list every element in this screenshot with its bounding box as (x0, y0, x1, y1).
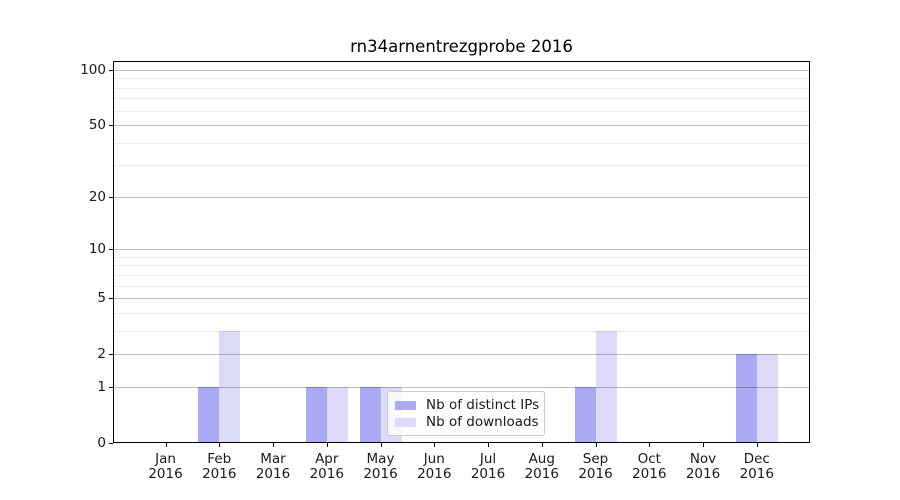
x-tick-mark (380, 443, 382, 447)
x-tick-mark (219, 443, 221, 447)
y-tick-label: 100 (80, 62, 106, 78)
x-tick-mark (326, 443, 328, 447)
legend-swatch-downloads (395, 417, 416, 427)
bar-distinct-ips-feb (198, 386, 220, 443)
gridline-major (113, 249, 810, 251)
x-tick-label: Jan 2016 (148, 451, 183, 482)
x-tick-label: Oct 2016 (632, 451, 667, 482)
y-tick-label: 1 (97, 378, 106, 395)
y-tick-label: 2 (97, 346, 106, 363)
bar-distinct-ips-sep (574, 386, 596, 443)
x-tick-mark (488, 443, 489, 447)
x-tick-mark (649, 443, 651, 447)
x-tick-label: Nov 2016 (685, 451, 721, 482)
bar-downloads-apr (326, 386, 348, 443)
gridline-major (113, 70, 810, 71)
legend-label-downloads: Nb of downloads (426, 414, 539, 430)
legend-entry-downloads: Nb of downloads (395, 414, 539, 430)
x-tick-label: Mar 2016 (255, 451, 291, 482)
x-tick-label: Aug 2016 (524, 451, 559, 482)
y-tick-label: 0 (97, 435, 106, 451)
x-tick-label: Feb 2016 (202, 451, 237, 482)
y-tick-mark (109, 354, 113, 356)
x-tick-mark (541, 443, 543, 447)
x-tick-label: Sep 2016 (578, 451, 613, 482)
x-tick-mark (756, 443, 758, 447)
chart-title: rn34arnentrezgprobe 2016 (350, 37, 573, 56)
gridline-minor (113, 110, 810, 112)
gridline-minor (113, 274, 810, 276)
gridline-minor (113, 265, 810, 267)
y-tick-label: 20 (88, 188, 106, 205)
y-tick-label: 5 (97, 290, 106, 307)
gridline-major (113, 386, 810, 388)
gridline-minor (113, 98, 810, 100)
y-tick-mark (109, 298, 113, 300)
y-tick-mark (109, 249, 113, 251)
y-tick-mark (109, 386, 113, 388)
x-tick-mark (703, 443, 704, 447)
gridline-minor (113, 142, 810, 144)
bar-distinct-ips-dec (735, 354, 757, 443)
gridline-minor (113, 87, 810, 89)
bar-downloads-feb (219, 330, 241, 443)
gridline-major (113, 125, 810, 127)
y-tick-label: 50 (88, 117, 106, 134)
x-tick-label: Apr 2016 (309, 451, 344, 482)
legend: Nb of distinct IPs Nb of downloads (387, 391, 545, 436)
gridline-minor (113, 256, 810, 258)
y-tick-label: 10 (88, 241, 106, 258)
bar-distinct-ips-apr (305, 386, 327, 443)
gridline-major (113, 298, 810, 300)
x-tick-label: Jul 2016 (470, 451, 506, 482)
plot-frame (113, 61, 810, 443)
gridline-major (113, 354, 810, 356)
gridline-minor (113, 285, 810, 287)
gridline-minor (113, 312, 810, 314)
plot-area: 0 1 2 5 10 20 50 100 Jan 2016 Feb 2016 Mar 2016 Apr… (80, 61, 810, 482)
bar-downloads-sep (595, 330, 617, 443)
x-tick-label: Jun 2016 (417, 451, 452, 482)
x-tick-mark (595, 443, 597, 447)
x-tick-mark (273, 443, 274, 447)
y-tick-mark (109, 196, 113, 198)
legend-label-distinct-ips: Nb of distinct IPs (426, 397, 540, 413)
bar-downloads-dec (756, 354, 778, 443)
gridline-minor (113, 165, 810, 167)
x-tick-mark (434, 443, 436, 447)
y-tick-mark (109, 443, 113, 444)
y-tick-mark (109, 70, 113, 71)
y-tick-mark (109, 125, 113, 127)
x-tick-mark (165, 443, 167, 447)
x-tick-label: May 2016 (363, 451, 398, 482)
legend-entry-distinct-ips: Nb of distinct IPs (395, 397, 540, 413)
gridline-major (113, 196, 810, 198)
legend-swatch-distinct-ips (395, 400, 416, 410)
x-tick-label: Dec 2016 (739, 451, 774, 482)
gridline-minor (113, 78, 810, 80)
bar-distinct-ips-may (359, 386, 381, 443)
gridline-minor (113, 330, 810, 332)
